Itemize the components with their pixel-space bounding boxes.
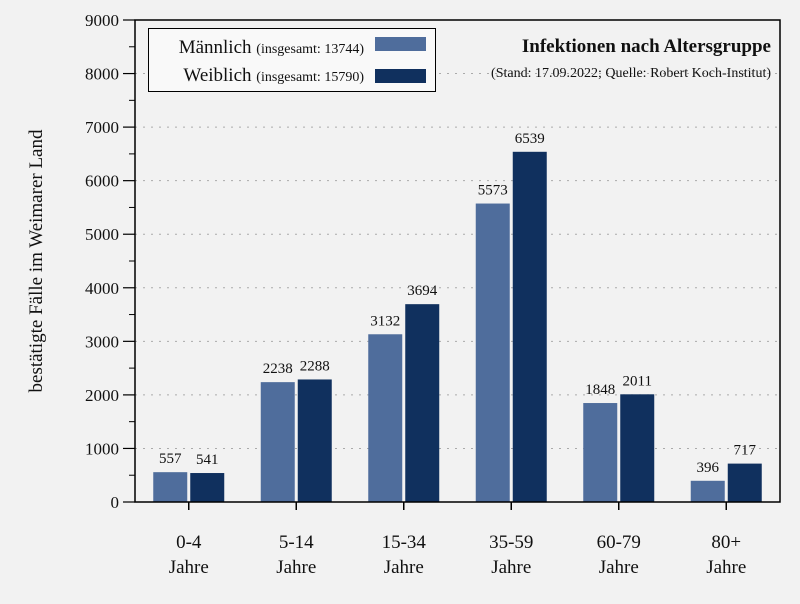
bar-männlich-0 — [153, 472, 188, 502]
data-label: 2011 — [623, 373, 652, 389]
x-tick-label: 80+ — [711, 532, 741, 553]
y-tick-label: 6000 — [85, 172, 119, 191]
chart-subtitle: (Stand: 17.09.2022; Quelle: Robert Koch-… — [491, 66, 771, 81]
x-tick-label: Jahre — [169, 557, 209, 578]
legend-swatch-female — [375, 69, 426, 83]
data-label: 717 — [734, 443, 757, 459]
bar-weiblich-3 — [512, 151, 547, 502]
y-tick-label: 1000 — [85, 439, 119, 458]
y-axis-label: bestätigte Fälle im Weimarer Land — [26, 129, 47, 392]
y-tick-label: 0 — [111, 493, 120, 512]
data-label: 6539 — [515, 131, 545, 147]
x-tick-label: 15-34 — [382, 532, 427, 553]
data-label: 3132 — [370, 313, 400, 329]
legend: Männlich (insgesamt: 13744) Weiblich (in… — [148, 28, 436, 92]
y-tick-label: 2000 — [85, 386, 119, 405]
chart-title: Infektionen nach Altersgruppe — [522, 36, 771, 57]
data-label: 541 — [196, 452, 219, 468]
x-tick-label: Jahre — [491, 557, 531, 578]
data-label: 396 — [697, 460, 720, 476]
bar-männlich-4 — [583, 403, 618, 502]
legend-swatch-male — [375, 37, 426, 51]
x-tick-label: Jahre — [599, 557, 639, 578]
bar-männlich-2 — [368, 334, 403, 502]
x-tick-label: Jahre — [276, 557, 316, 578]
data-label: 2288 — [300, 358, 330, 374]
x-tick-label: Jahre — [706, 557, 746, 578]
bar-weiblich-2 — [405, 304, 440, 502]
y-tick-label: 4000 — [85, 279, 119, 298]
data-label: 3694 — [407, 283, 438, 299]
data-label: 5573 — [478, 183, 508, 199]
x-tick-label: 35-59 — [489, 532, 533, 553]
y-tick-label: 7000 — [85, 118, 119, 137]
data-label: 2238 — [263, 361, 293, 377]
bar-männlich-3 — [475, 203, 510, 502]
legend-label-female: Weiblich (insgesamt: 15790) — [183, 65, 364, 86]
bar-weiblich-0 — [190, 473, 225, 502]
x-tick-label: 60-79 — [597, 532, 641, 553]
bar-weiblich-5 — [727, 463, 762, 502]
y-tick-label: 9000 — [85, 11, 119, 30]
plot-frame — [134, 19, 781, 503]
data-label: 557 — [159, 451, 182, 467]
data-label: 1848 — [585, 382, 615, 398]
axes: 0-4 Jahre 5-14 Jahre 15-34 Jahre 35-59 Jahre 60-… — [85, 11, 781, 578]
gridlines — [135, 73, 780, 449]
y-tick-label: 5000 — [85, 225, 119, 244]
legend-label-male: Männlich (insgesamt: 13744) — [179, 37, 365, 58]
y-tick-label: 8000 — [85, 65, 119, 84]
bar-männlich-5 — [690, 480, 725, 502]
bars: 557 541 2238 2288 3132 3694 5573 6539 1848 2011 39… — [153, 131, 762, 502]
x-tick-label: 5-14 — [279, 532, 314, 553]
y-tick-label: 3000 — [85, 332, 119, 351]
x-tick-label: Jahre — [384, 557, 424, 578]
bar-weiblich-4 — [620, 394, 655, 502]
bar-männlich-1 — [260, 382, 295, 502]
x-tick-label: 0-4 — [176, 532, 202, 553]
bar-weiblich-1 — [297, 379, 332, 502]
